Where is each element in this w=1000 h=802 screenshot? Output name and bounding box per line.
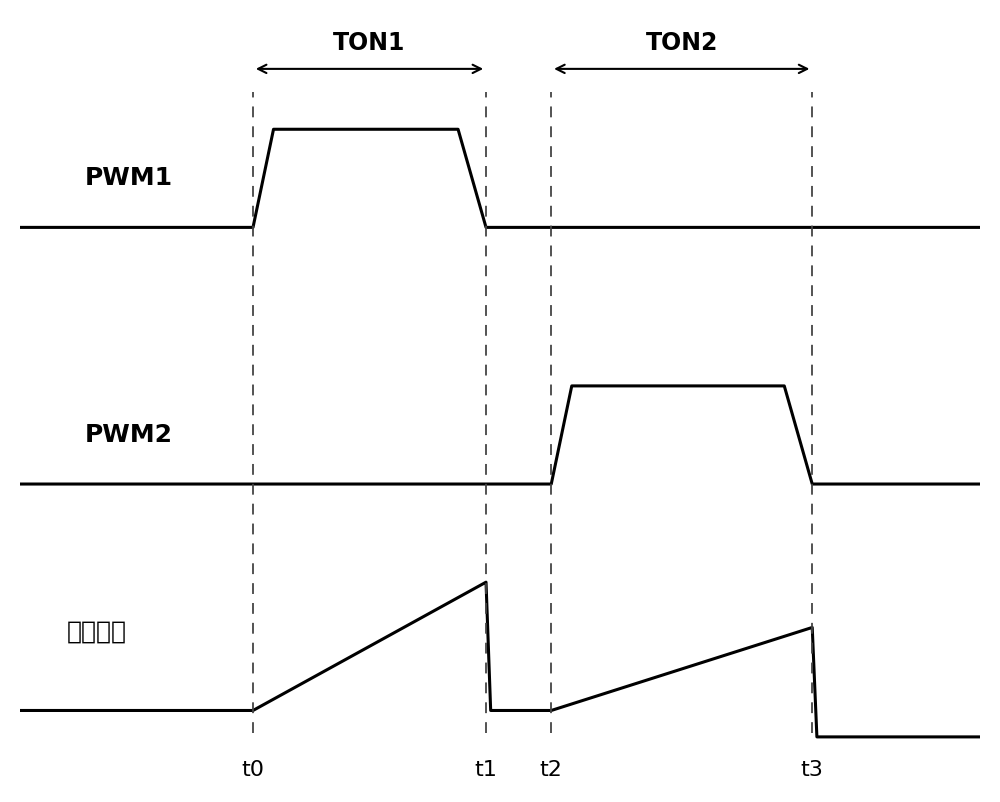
Text: t0: t0 <box>242 759 265 780</box>
Text: t3: t3 <box>801 759 824 780</box>
Text: TON2: TON2 <box>646 31 718 55</box>
Text: 分流电流: 分流电流 <box>67 619 127 643</box>
Text: PWM2: PWM2 <box>85 423 173 447</box>
Text: PWM1: PWM1 <box>85 166 173 190</box>
Text: t2: t2 <box>540 759 563 780</box>
Text: TON1: TON1 <box>333 31 406 55</box>
Text: t1: t1 <box>475 759 497 780</box>
